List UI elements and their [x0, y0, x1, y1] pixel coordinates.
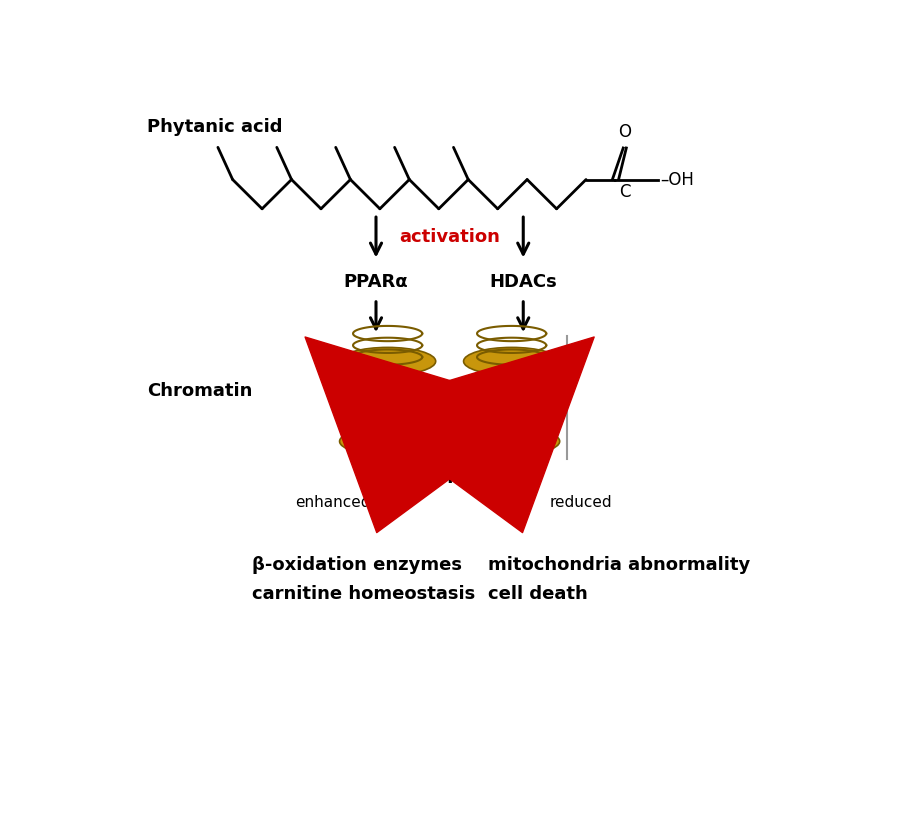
Ellipse shape	[464, 348, 560, 375]
Text: carnitine homeostasis: carnitine homeostasis	[252, 585, 475, 603]
Text: β-oxidation enzymes: β-oxidation enzymes	[252, 556, 462, 574]
Ellipse shape	[464, 428, 560, 455]
Ellipse shape	[339, 428, 436, 455]
Text: –OH: –OH	[661, 171, 694, 188]
Text: HDACs: HDACs	[490, 273, 557, 291]
Text: activation: activation	[400, 228, 500, 246]
Text: Gene expression: Gene expression	[365, 464, 534, 483]
Text: cell death: cell death	[489, 585, 588, 603]
Text: reduced: reduced	[550, 495, 613, 511]
Text: enhanced: enhanced	[295, 495, 371, 511]
Ellipse shape	[339, 361, 436, 441]
Text: C: C	[619, 184, 631, 202]
Text: O: O	[618, 123, 631, 141]
Ellipse shape	[464, 361, 560, 441]
Text: Phytanic acid: Phytanic acid	[148, 118, 283, 136]
Text: Chromatin: Chromatin	[148, 382, 253, 401]
Text: mitochondria abnormality: mitochondria abnormality	[489, 556, 751, 574]
Ellipse shape	[339, 348, 436, 375]
Text: PPARα: PPARα	[344, 273, 409, 291]
